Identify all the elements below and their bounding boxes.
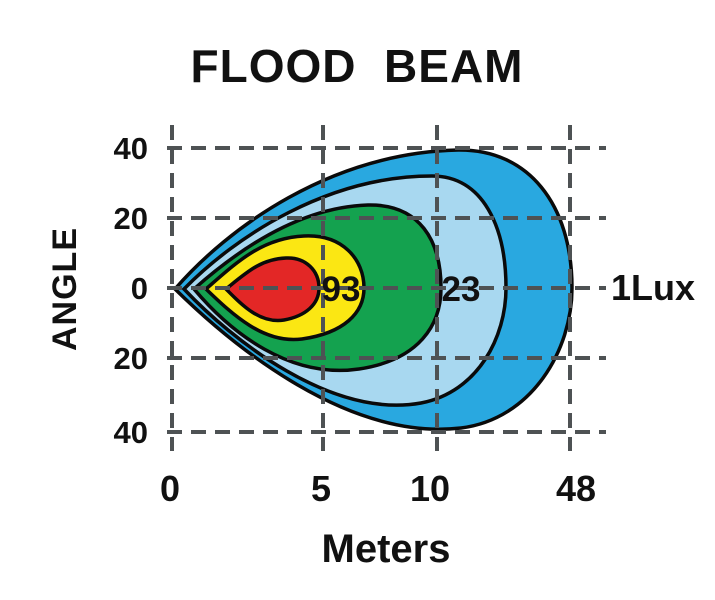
chart-title: FLOOD BEAM [191,40,524,92]
y-tick-20-top: 20 [114,201,148,236]
x-tick-48: 48 [556,468,596,509]
x-axis-tick-labels: 0 5 10 48 [160,468,596,509]
x-tick-10: 10 [410,468,450,509]
y-axis-tick-labels: 40 20 0 20 40 [114,131,148,450]
gridlines [167,125,606,451]
y-tick-40-top: 40 [114,131,148,166]
x-tick-5: 5 [311,468,331,509]
x-axis-title: Meters [322,527,451,571]
y-tick-40-bottom: 40 [114,415,148,450]
contour-label-1lux: 1Lux [611,267,695,308]
y-axis-title: ANGLE [46,227,84,351]
contour-label-93: 93 [322,270,361,309]
y-tick-20-bottom: 20 [114,341,148,376]
x-tick-0: 0 [160,468,180,509]
contour-label-23: 23 [442,270,481,309]
y-tick-0: 0 [131,271,148,306]
